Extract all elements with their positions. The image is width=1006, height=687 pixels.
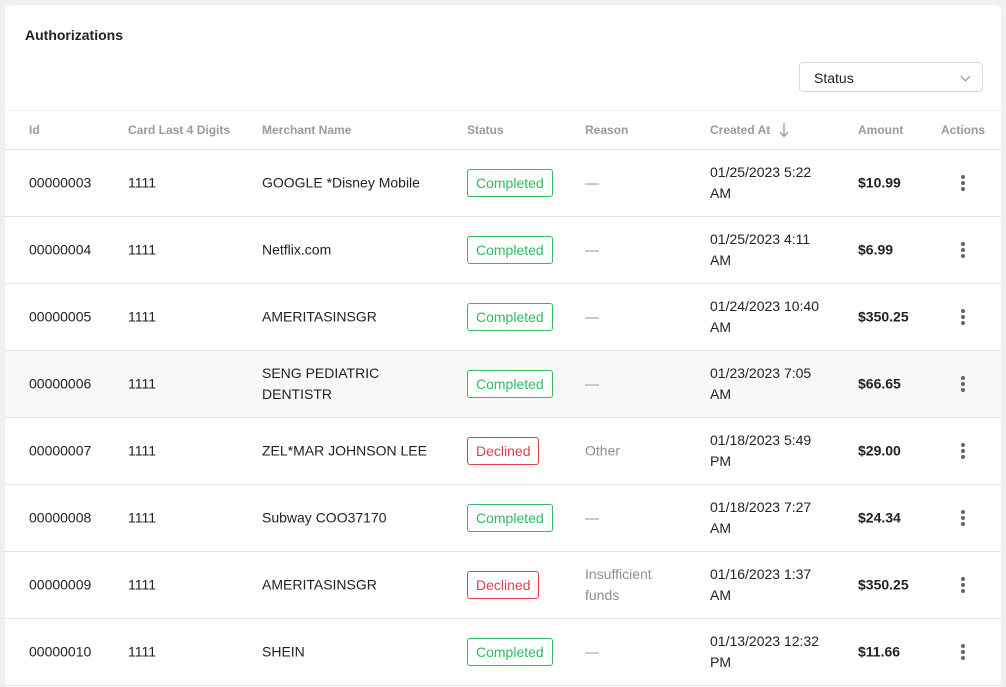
more-vertical-icon[interactable] — [955, 642, 971, 662]
cell-reason: Other — [585, 442, 621, 459]
cell-created-at: 01/13/2023 12:32 PM — [710, 633, 819, 670]
cell-reason: — — [585, 375, 599, 392]
column-header-actions: Actions — [941, 123, 986, 137]
cell-card-last4: 1111 — [128, 375, 157, 392]
table-row[interactable]: 00000008 1111 Subway COO37170 Completed — 01/… — [5, 485, 1001, 552]
status-badge: Declined — [467, 437, 540, 465]
column-header-status: Status — [467, 123, 504, 137]
cell-reason: — — [585, 241, 599, 258]
cell-created-at: 01/16/2023 1:37 AM — [710, 566, 812, 603]
cell-created-at: 01/18/2023 7:27 AM — [710, 499, 812, 536]
table-row[interactable]: 00000005 1111 AMERITASINSGR Completed — 01/24… — [5, 284, 1001, 351]
cell-reason: — — [585, 308, 599, 325]
cell-id: 00000006 — [29, 375, 92, 392]
status-badge: Completed — [467, 303, 553, 331]
arrow-down-icon[interactable] — [778, 122, 790, 138]
table-row[interactable]: 00000007 1111 ZEL*MAR JOHNSON LEE Declined O… — [5, 418, 1001, 485]
cell-reason: — — [585, 509, 599, 526]
cell-amount: $11.66 — [858, 643, 901, 660]
page-title: Authorizations — [25, 27, 123, 43]
status-badge: Completed — [467, 236, 553, 264]
cell-merchant-name: ZEL*MAR JOHNSON LEE — [262, 442, 427, 459]
column-header-reason: Reason — [585, 123, 629, 137]
status-badge: Completed — [467, 638, 553, 666]
column-header-merchant: Merchant Name — [262, 123, 352, 137]
column-header-card: Card Last 4 Digits — [128, 123, 231, 137]
more-vertical-icon[interactable] — [955, 240, 971, 260]
cell-amount: $350.25 — [858, 308, 909, 325]
cell-id: 00000008 — [29, 509, 92, 526]
cell-created-at: 01/24/2023 10:40 AM — [710, 298, 819, 335]
cell-reason: Insufficient funds — [585, 566, 652, 603]
cell-card-last4: 1111 — [128, 442, 157, 459]
cell-amount: $29.00 — [858, 442, 901, 459]
table-header: Id Card Last 4 Digits Merchant Name Stat… — [5, 110, 1001, 150]
cell-card-last4: 1111 — [128, 643, 157, 660]
cell-amount: $6.99 — [858, 241, 894, 258]
more-vertical-icon[interactable] — [955, 575, 971, 595]
cell-merchant-name: AMERITASINSGR — [262, 308, 377, 325]
cell-id: 00000010 — [29, 643, 92, 660]
table-row[interactable]: 00000009 1111 AMERITASINSGR Declined Insuffi… — [5, 552, 1001, 619]
cell-card-last4: 1111 — [128, 174, 157, 191]
cell-merchant-name: Subway COO37170 — [262, 509, 387, 526]
column-header-id: Id — [29, 123, 40, 137]
table-row[interactable]: 00000003 1111 GOOGLE *Disney Mobile Complet… — [5, 150, 1001, 217]
more-vertical-icon[interactable] — [955, 173, 971, 193]
cell-amount: $24.34 — [858, 509, 901, 526]
cell-merchant-name: Netflix.com — [262, 241, 332, 258]
table-row[interactable]: 00000010 1111 SHEIN Completed — 01/13/2023 12… — [5, 619, 1001, 686]
authorizations-card: Authorizations Status Id Card Last 4 Dig… — [5, 5, 1001, 687]
cell-merchant-name: GOOGLE *Disney Mobile — [262, 174, 420, 191]
status-filter-label: Status — [814, 70, 854, 86]
cell-amount: $66.65 — [858, 375, 901, 392]
more-vertical-icon[interactable] — [955, 307, 971, 327]
status-badge: Completed — [467, 370, 553, 398]
cell-card-last4: 1111 — [128, 308, 157, 325]
more-vertical-icon[interactable] — [955, 374, 971, 394]
cell-id: 00000007 — [29, 442, 92, 459]
cell-id: 00000003 — [29, 174, 92, 191]
status-badge: Completed — [467, 504, 553, 532]
column-header-amount: Amount — [858, 123, 904, 137]
table-row[interactable]: 00000006 1111 SENG PEDIATRIC DENTISTR Compl… — [5, 351, 1001, 418]
more-vertical-icon[interactable] — [955, 441, 971, 461]
status-filter-select[interactable]: Status — [799, 62, 983, 92]
cell-created-at: 01/23/2023 7:05 AM — [710, 365, 812, 402]
status-badge: Declined — [467, 571, 540, 599]
chevron-down-icon — [960, 71, 971, 82]
cell-id: 00000004 — [29, 241, 92, 258]
cell-card-last4: 1111 — [128, 576, 157, 593]
more-vertical-icon[interactable] — [955, 508, 971, 528]
cell-id: 00000009 — [29, 576, 92, 593]
cell-amount: $350.25 — [858, 576, 909, 593]
cell-amount: $10.99 — [858, 174, 901, 191]
cell-reason: — — [585, 643, 599, 660]
cell-merchant-name: SHEIN — [262, 643, 305, 660]
table-row[interactable]: 00000004 1111 Netflix.com Completed — 01/25/2… — [5, 217, 1001, 284]
cell-created-at: 01/18/2023 5:49 PM — [710, 432, 812, 469]
cell-created-at: 01/25/2023 5:22 AM — [710, 164, 812, 201]
cell-created-at: 01/25/2023 4:11 AM — [710, 231, 811, 268]
cell-reason: — — [585, 174, 599, 191]
column-header-created-at[interactable]: Created At — [710, 123, 771, 137]
status-badge: Completed — [467, 169, 553, 197]
cell-merchant-name: AMERITASINSGR — [262, 576, 377, 593]
cell-card-last4: 1111 — [128, 509, 157, 526]
cell-merchant-name: SENG PEDIATRIC DENTISTR — [262, 365, 380, 402]
cell-id: 00000005 — [29, 308, 92, 325]
cell-card-last4: 1111 — [128, 241, 157, 258]
